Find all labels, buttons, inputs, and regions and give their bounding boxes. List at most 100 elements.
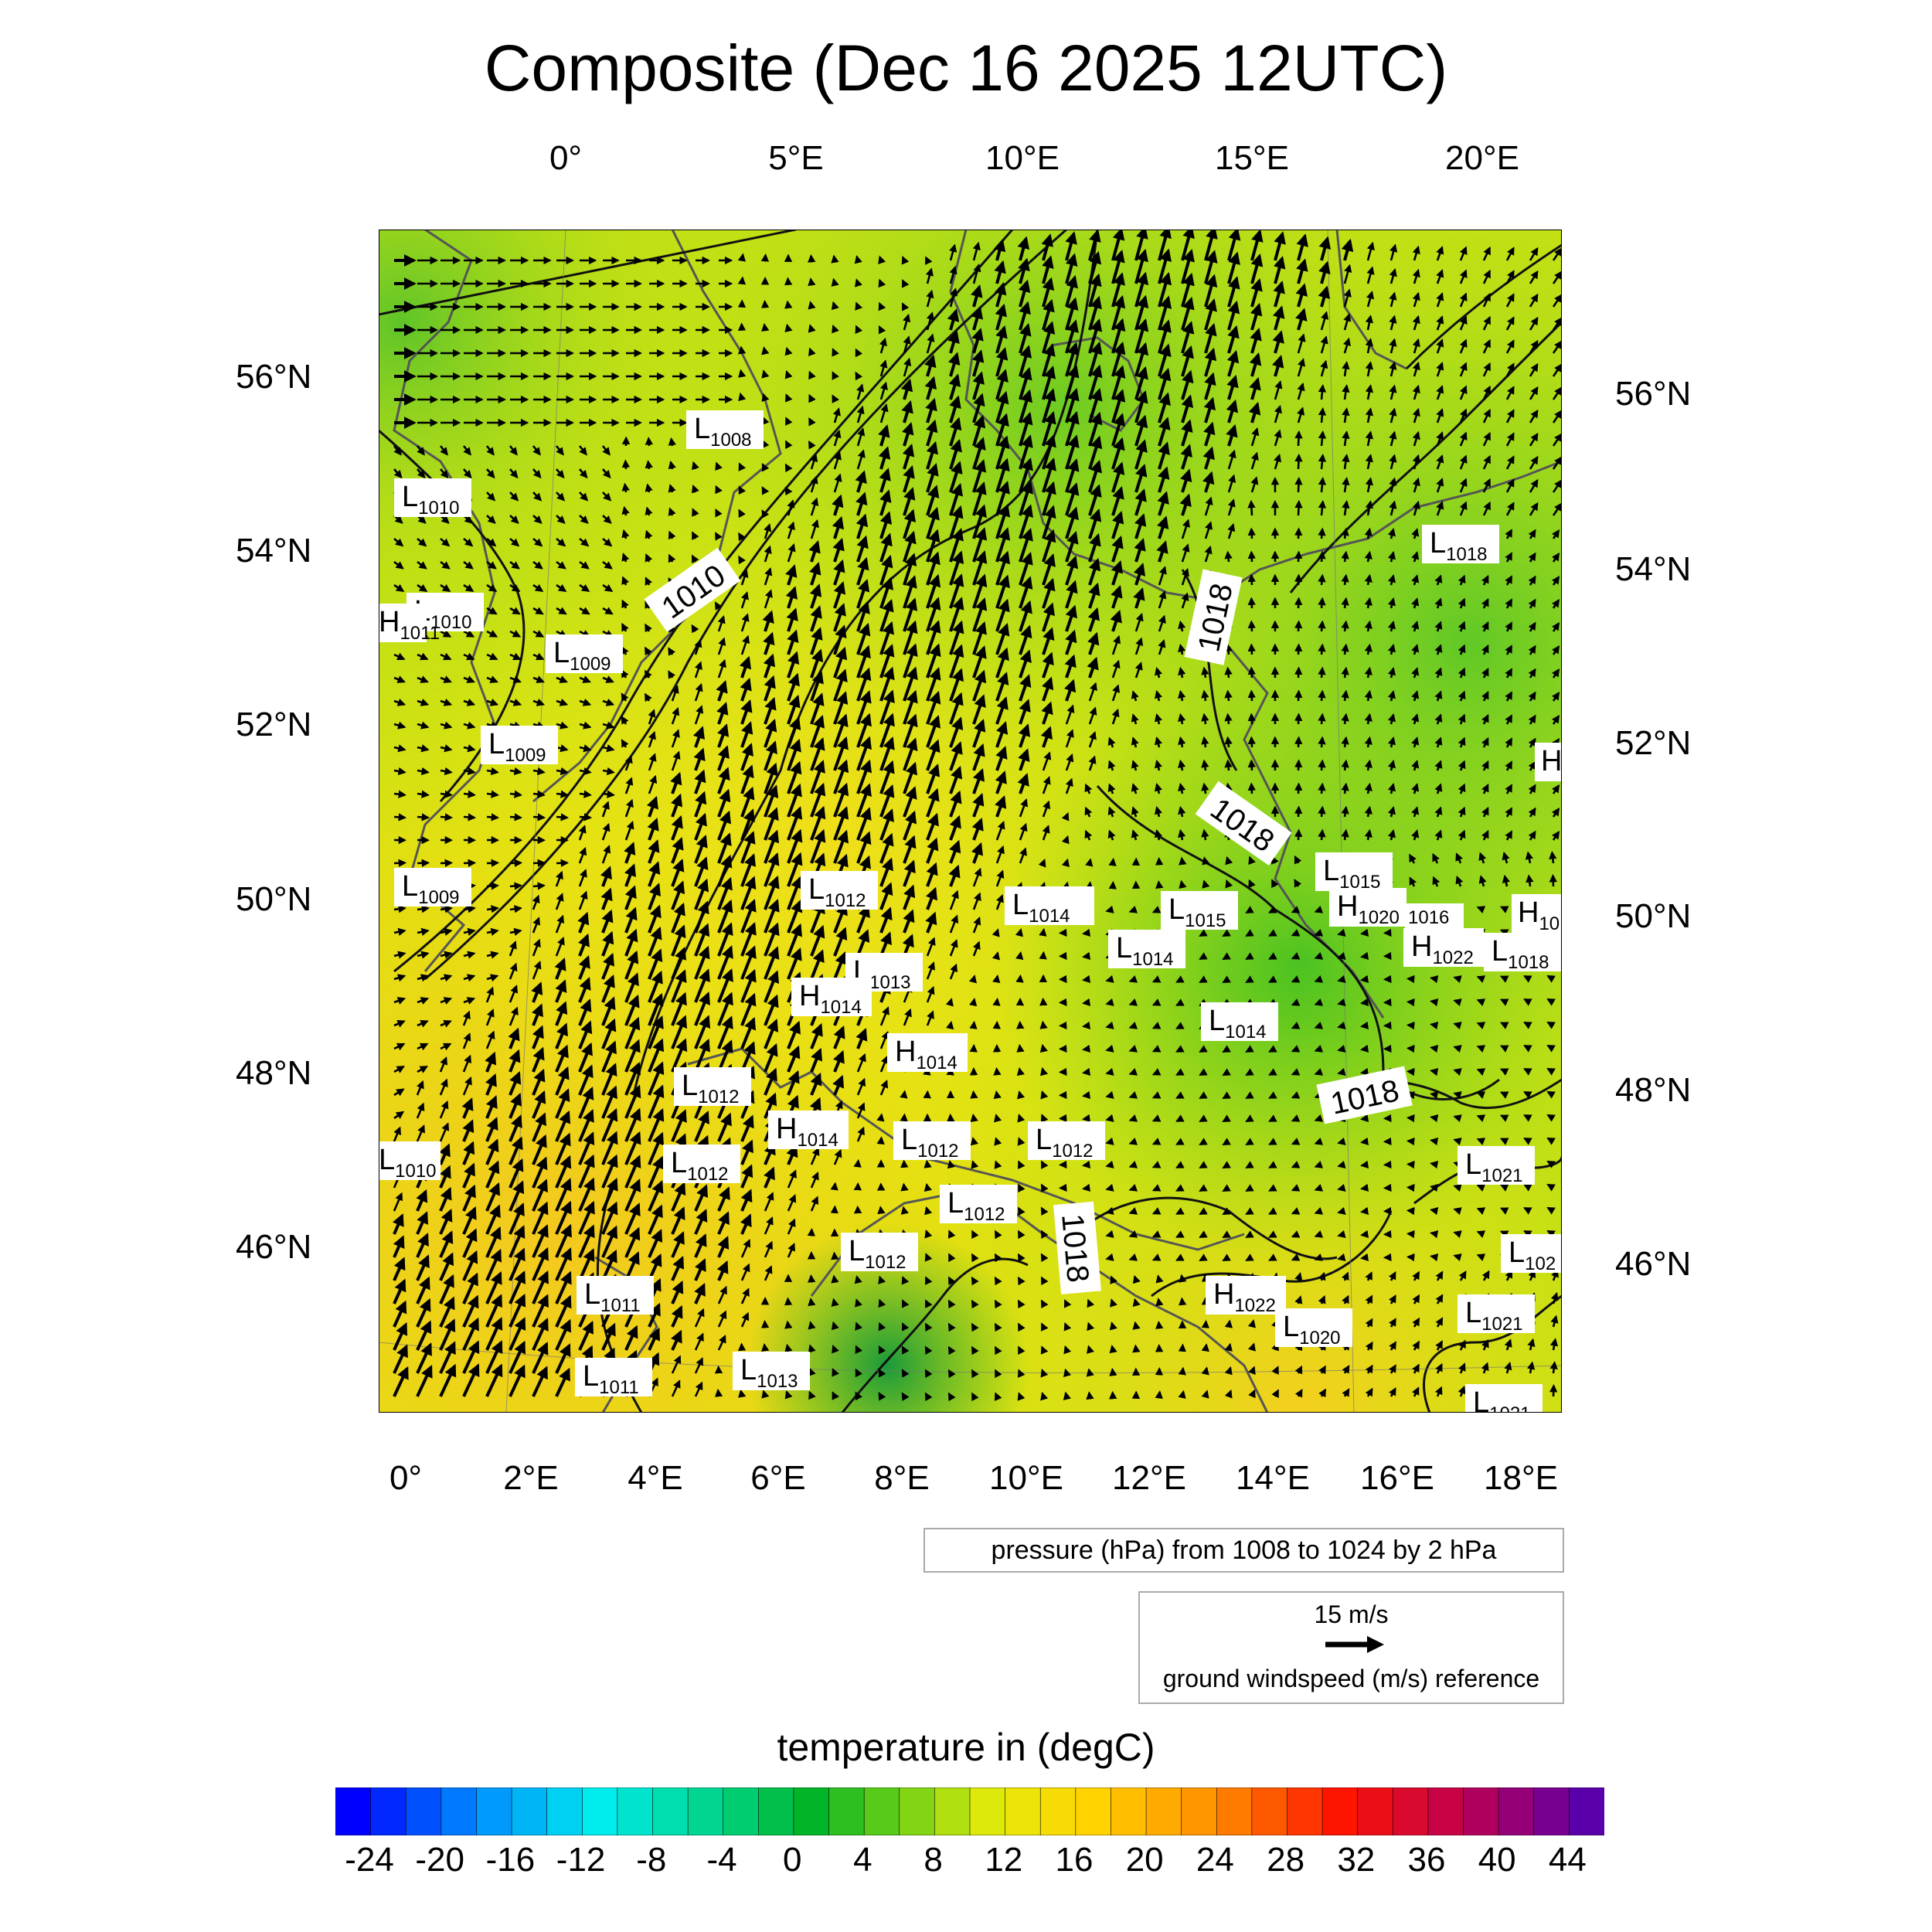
wind-arrow [691, 554, 699, 564]
wind-arrow [926, 333, 935, 354]
wind-arrow [1202, 856, 1210, 866]
wind-arrow [1318, 454, 1327, 470]
wind-arrow [1318, 689, 1326, 702]
wind-arrow [1294, 597, 1303, 609]
bottom-lon-label: 4°E [628, 1459, 683, 1497]
wind-arrow [645, 553, 653, 563]
center-type: L [1283, 1311, 1299, 1343]
wind-arrow [1411, 528, 1420, 539]
wind-arrow [994, 1137, 1002, 1146]
wind-arrow [994, 1299, 1002, 1309]
wind-arrow [1387, 573, 1396, 586]
center-type: H [1518, 896, 1539, 929]
wind-arrow [1015, 927, 1024, 937]
wind-arrow [579, 790, 592, 798]
wind-arrow [1551, 529, 1560, 539]
wind-arrow [947, 308, 960, 331]
wind-arrow [1365, 338, 1373, 354]
wind-arrow [832, 394, 839, 403]
wind-arrow [856, 405, 865, 423]
wind-arrow [532, 515, 543, 524]
center-type: L [1116, 932, 1132, 964]
wind-arrow [1272, 330, 1284, 354]
colorbar-swatch [1533, 1787, 1570, 1835]
wind-arrow [1365, 315, 1373, 331]
wind-arrow [555, 445, 564, 456]
wind-arrow [1202, 471, 1215, 493]
wind-arrow [509, 583, 521, 592]
wind-arrow [1528, 575, 1536, 586]
wind-arrow [692, 531, 699, 540]
wind-arrow [855, 513, 869, 539]
wind-arrow [1364, 550, 1372, 563]
center-value: 1012 [687, 1164, 728, 1185]
wind-arrow [692, 484, 699, 494]
wind-arrow [1155, 1298, 1164, 1307]
map-title: Composite (Dec 16 2025 12UTC) [484, 32, 1448, 104]
center-value: 1015 [1185, 910, 1226, 931]
wind-arrow [738, 509, 746, 519]
wind-arrow [486, 515, 496, 524]
wind-arrow [1412, 430, 1420, 447]
wind-arrow [879, 381, 888, 400]
wind-arrow [1341, 689, 1349, 702]
wind-arrow [1294, 666, 1303, 679]
wind-arrow [994, 1160, 1002, 1169]
wind-arrow [621, 482, 630, 493]
wind-arrow [1204, 521, 1213, 539]
wind-arrow [1224, 689, 1233, 702]
wind-arrow [992, 951, 1000, 961]
wind-arrow [1341, 527, 1349, 539]
wind-arrow [621, 599, 629, 609]
colorbar-swatch [1145, 1787, 1182, 1835]
wind-arrow [761, 462, 770, 472]
wind-arrow [1111, 560, 1124, 586]
wind-arrow [486, 859, 500, 867]
wind-arrow [901, 400, 913, 423]
wind-arrow [509, 560, 520, 570]
wind-arrow [1203, 421, 1216, 447]
wind-arrow [1082, 951, 1091, 961]
wind-arrow [1412, 407, 1420, 423]
wind-arrow [1505, 270, 1515, 284]
wind-arrow [715, 461, 723, 471]
wind-arrow [1505, 502, 1515, 516]
colorbar-tick-label: 24 [1196, 1841, 1234, 1879]
top-lon-label: 0° [549, 139, 583, 177]
wind-arrow [1366, 266, 1375, 284]
wind-arrow [645, 529, 653, 539]
colorbar-swatch [1005, 1787, 1042, 1835]
wind-arrow [486, 468, 495, 479]
left-lat-label: 50°N [236, 880, 312, 918]
wind-arrow [1017, 1299, 1026, 1309]
wind-arrow [1505, 362, 1515, 377]
wind-arrow [1087, 1345, 1095, 1354]
wind-arrow [879, 403, 889, 423]
wind-arrow [902, 444, 915, 470]
wind-arrow [1389, 291, 1397, 308]
wind-arrow [1087, 1321, 1095, 1332]
wind-arrow [740, 591, 749, 609]
wind-arrow [440, 538, 451, 547]
wind-arrow [924, 1253, 933, 1262]
wind-arrow [1551, 552, 1560, 563]
wind-arrow [1040, 1160, 1049, 1169]
wind-arrow [761, 1343, 770, 1352]
wind-arrow [1529, 247, 1539, 261]
wind-arrow [1086, 1391, 1094, 1400]
wind-arrow [1406, 1230, 1415, 1239]
wind-arrow [856, 383, 865, 400]
wind-arrow [832, 348, 839, 357]
wind-arrow [393, 813, 407, 821]
wind-arrow [417, 790, 430, 798]
wind-arrow [1041, 1322, 1049, 1332]
wind-arrow [1132, 1274, 1141, 1284]
wind-arrow [1017, 236, 1030, 261]
wind-arrow [738, 532, 746, 542]
wind-arrow [1040, 1183, 1049, 1193]
wind-arrow [1318, 736, 1326, 748]
center-value: 1014 [1225, 1022, 1266, 1043]
wind-arrow [1318, 620, 1326, 632]
wind-arrow [1389, 500, 1397, 516]
wind-arrow [462, 445, 471, 456]
